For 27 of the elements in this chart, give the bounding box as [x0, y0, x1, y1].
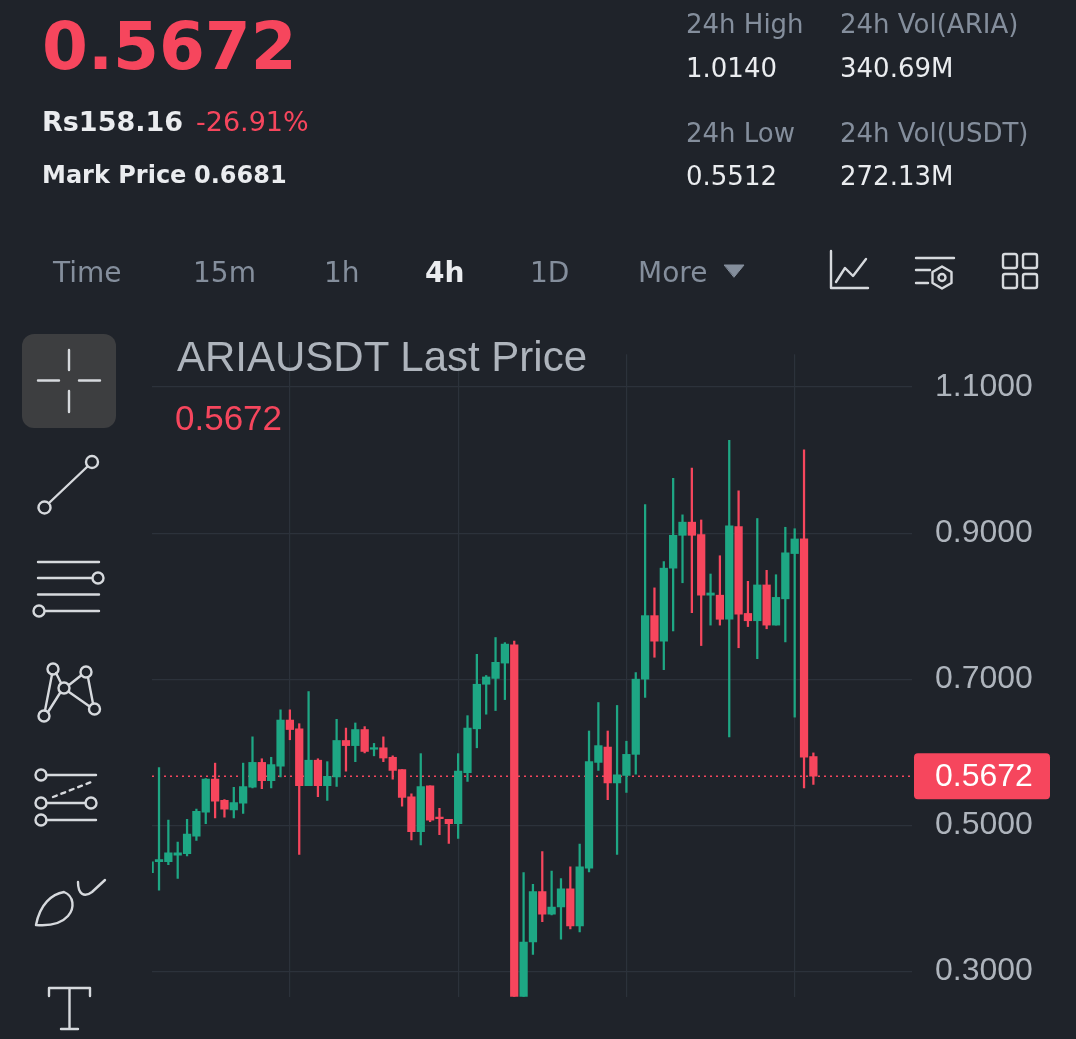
text: More [638, 255, 708, 289]
text: Rs158.16 [42, 106, 184, 138]
y-tick-label: 0.5000 [935, 805, 1033, 842]
chart-title: ARIAUSDT Last Price [177, 332, 588, 380]
text: 0.5672 [42, 8, 297, 86]
text: Time [53, 255, 122, 289]
text: 24h High [686, 8, 804, 39]
y-tick-label: 0.7000 [935, 658, 1033, 695]
text: 15m [193, 255, 256, 289]
text: Mark Price [42, 161, 187, 190]
text: 24h Vol(ARIA) [840, 8, 1019, 39]
text: 1D [530, 255, 570, 289]
y-tick-label: 1.1000 [935, 366, 1033, 403]
ref-line-label: 0.5672 [935, 756, 1033, 793]
text: 0.6681 [194, 161, 287, 190]
text: 1h [324, 255, 360, 289]
text: 0.5512 [686, 160, 777, 191]
y-tick-label: 0.3000 [935, 951, 1033, 988]
text: 24h Low [686, 117, 796, 148]
text: 24h Vol(USDT) [840, 117, 1029, 148]
text: 4h [425, 255, 465, 289]
text: 1.0140 [686, 52, 777, 83]
y-tick-label: 0.9000 [935, 512, 1033, 549]
text: 340.69M [840, 52, 954, 83]
text: -26.91% [196, 106, 309, 138]
text: 272.13M [840, 160, 954, 191]
annotation: 0.5672 [175, 398, 283, 438]
